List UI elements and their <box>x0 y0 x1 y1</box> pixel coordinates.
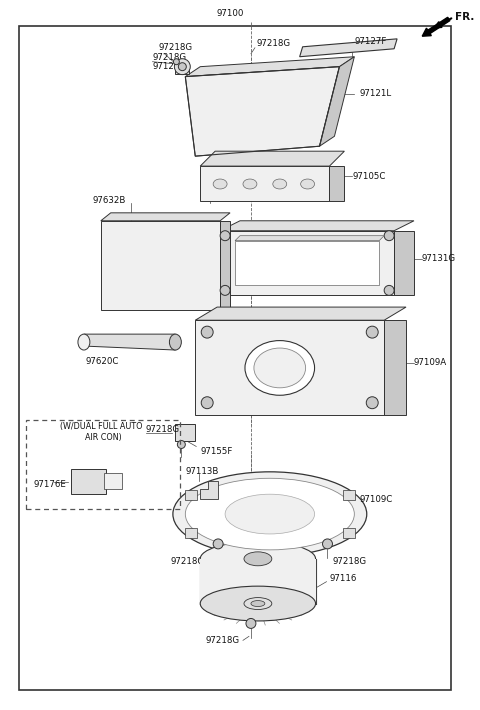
Polygon shape <box>394 231 414 295</box>
Ellipse shape <box>78 334 90 350</box>
Ellipse shape <box>254 348 306 388</box>
Circle shape <box>323 539 333 549</box>
Text: 97218G: 97218G <box>153 53 187 62</box>
Circle shape <box>201 326 213 338</box>
Text: 97127F: 97127F <box>354 38 387 46</box>
Circle shape <box>366 397 378 409</box>
Ellipse shape <box>245 341 314 395</box>
Circle shape <box>384 231 394 241</box>
Circle shape <box>173 59 180 65</box>
Text: 97121L: 97121L <box>360 89 391 98</box>
Circle shape <box>174 59 190 75</box>
Polygon shape <box>185 57 354 77</box>
Text: 97113B: 97113B <box>185 466 219 476</box>
Text: 97109C: 97109C <box>360 495 393 503</box>
Ellipse shape <box>244 552 272 566</box>
Bar <box>175 424 195 442</box>
Polygon shape <box>300 39 397 57</box>
Bar <box>71 469 106 494</box>
Circle shape <box>179 62 186 71</box>
Polygon shape <box>101 213 230 221</box>
Polygon shape <box>384 320 406 415</box>
Text: 97100: 97100 <box>216 9 244 18</box>
Circle shape <box>384 285 394 295</box>
Text: 97116: 97116 <box>329 574 357 583</box>
Circle shape <box>213 539 223 549</box>
Ellipse shape <box>300 179 314 189</box>
Bar <box>185 490 197 500</box>
Text: 97218G: 97218G <box>257 39 291 48</box>
Text: 97105C: 97105C <box>352 172 386 180</box>
Polygon shape <box>220 221 230 310</box>
Polygon shape <box>220 221 414 231</box>
Text: (W/DUAL FULL AUTO: (W/DUAL FULL AUTO <box>60 422 142 431</box>
Polygon shape <box>195 320 384 415</box>
Text: FR.: FR. <box>455 12 474 22</box>
Polygon shape <box>101 221 220 310</box>
Polygon shape <box>200 166 329 201</box>
Polygon shape <box>235 241 379 285</box>
Polygon shape <box>84 334 175 350</box>
Text: 97218G: 97218G <box>170 557 204 567</box>
Ellipse shape <box>185 479 354 550</box>
Polygon shape <box>200 481 218 499</box>
Circle shape <box>201 397 213 409</box>
Polygon shape <box>195 307 406 320</box>
Ellipse shape <box>213 179 227 189</box>
Polygon shape <box>235 236 384 241</box>
Text: 97218G: 97218G <box>205 636 240 645</box>
Ellipse shape <box>200 586 315 621</box>
Text: 97155F: 97155F <box>200 447 233 456</box>
Circle shape <box>366 326 378 338</box>
Text: 97109A: 97109A <box>414 359 447 368</box>
Bar <box>343 490 355 500</box>
Ellipse shape <box>251 601 265 606</box>
Circle shape <box>220 285 230 295</box>
Text: 97632B: 97632B <box>93 197 126 205</box>
Text: 97218G: 97218G <box>145 425 180 434</box>
Polygon shape <box>329 166 344 201</box>
Circle shape <box>220 231 230 241</box>
Bar <box>185 528 197 538</box>
Circle shape <box>246 618 256 628</box>
Ellipse shape <box>273 179 287 189</box>
Text: 97218G: 97218G <box>158 43 192 53</box>
Ellipse shape <box>173 472 367 557</box>
Polygon shape <box>185 67 339 156</box>
Text: 97131G: 97131G <box>422 254 456 263</box>
Text: 97218G: 97218G <box>333 557 367 567</box>
Text: 97176E: 97176E <box>33 480 66 488</box>
Bar <box>200 559 315 604</box>
Polygon shape <box>220 231 394 295</box>
Polygon shape <box>200 151 344 166</box>
Bar <box>104 474 122 489</box>
Ellipse shape <box>200 542 315 577</box>
Bar <box>343 528 355 538</box>
Circle shape <box>178 440 185 449</box>
Ellipse shape <box>244 598 272 609</box>
Bar <box>175 66 189 74</box>
Text: AIR CON): AIR CON) <box>80 433 122 442</box>
Text: 97125F: 97125F <box>153 62 185 71</box>
Ellipse shape <box>169 334 181 350</box>
Ellipse shape <box>225 494 314 534</box>
Polygon shape <box>320 57 354 146</box>
Text: 97620C: 97620C <box>86 357 119 366</box>
Ellipse shape <box>243 179 257 189</box>
FancyArrow shape <box>422 17 450 36</box>
